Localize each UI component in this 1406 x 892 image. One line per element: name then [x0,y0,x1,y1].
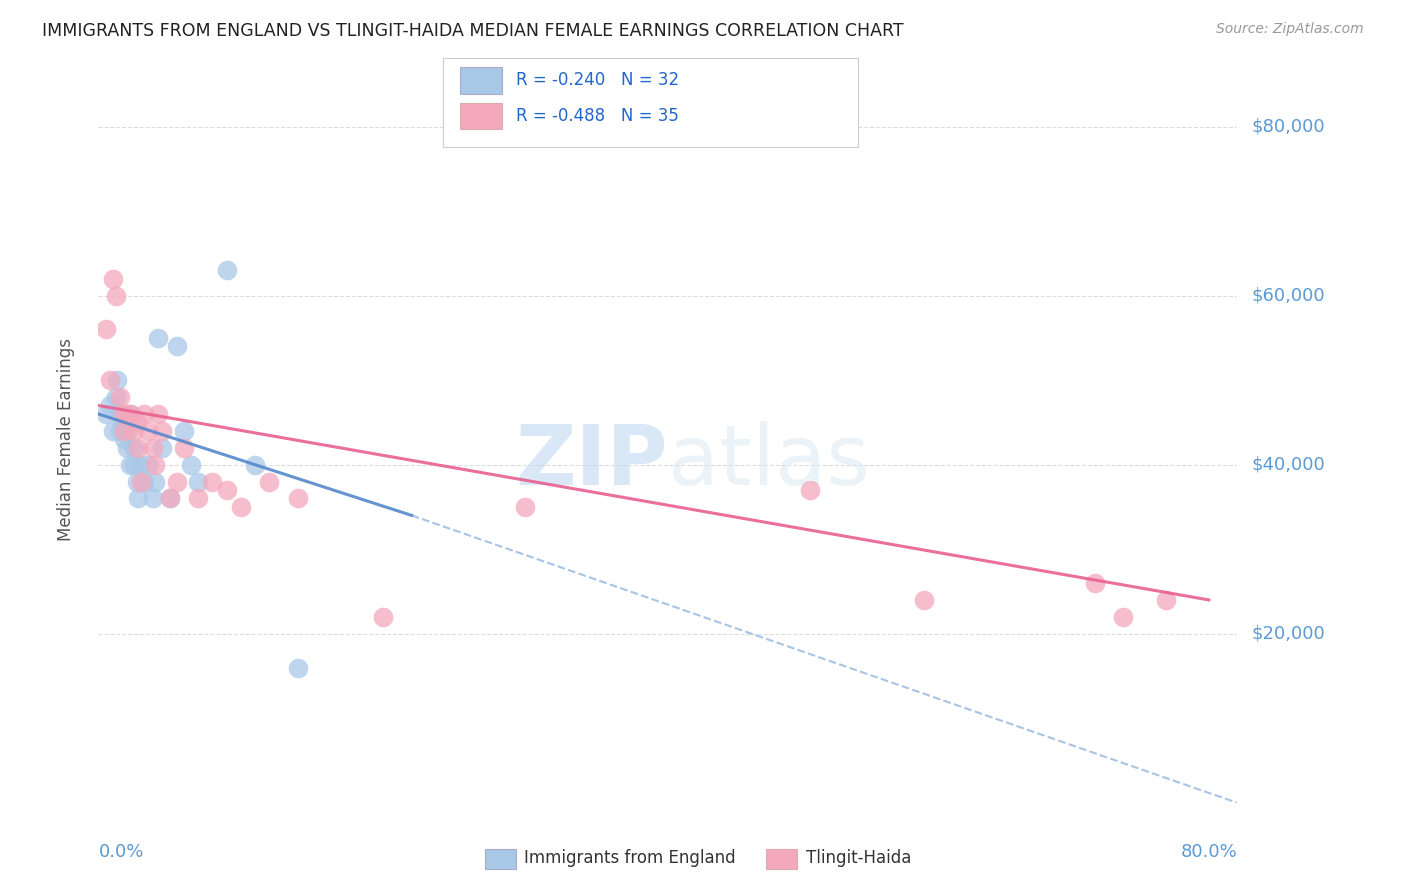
Text: Tlingit-Haida: Tlingit-Haida [806,849,911,867]
Point [108,424,131,438]
Point [215,263,238,277]
Point [118,407,141,421]
Point [115,407,138,421]
Point [111,416,134,430]
Point [132,475,155,489]
Point [287,491,309,506]
Point [101,424,124,438]
Text: Source: ZipAtlas.com: Source: ZipAtlas.com [1216,22,1364,37]
Point [125,475,148,489]
Text: Immigrants from England: Immigrants from England [524,849,737,867]
Text: $40,000: $40,000 [1251,456,1324,474]
Point [148,331,170,345]
Text: $20,000: $20,000 [1251,624,1324,643]
Text: $60,000: $60,000 [1251,286,1324,304]
Point [373,610,395,624]
Point [129,458,152,472]
Point [98,373,121,387]
Point [515,500,537,514]
Point [173,424,195,438]
Point [173,441,195,455]
Text: R = -0.488   N = 35: R = -0.488 N = 35 [516,107,679,125]
Point [94,407,117,421]
Point [122,424,145,438]
Point [166,339,188,353]
Point [129,475,152,489]
Point [215,483,238,497]
Point [166,475,188,489]
Point [1084,576,1107,591]
Point [145,475,167,489]
Text: 0.0%: 0.0% [98,843,143,861]
Point [152,424,174,438]
Point [108,407,131,421]
Point [127,441,149,455]
Text: atlas: atlas [668,421,869,501]
Point [104,288,127,302]
Text: ZIP: ZIP [516,421,668,501]
Point [101,271,124,285]
Text: IMMIGRANTS FROM ENGLAND VS TLINGIT-HAIDA MEDIAN FEMALE EARNINGS CORRELATION CHAR: IMMIGRANTS FROM ENGLAND VS TLINGIT-HAIDA… [42,22,904,40]
Point [122,441,145,455]
Point [98,399,121,413]
Point [141,491,163,506]
Point [125,416,148,430]
Point [187,491,209,506]
Point [127,491,149,506]
Point [159,491,181,506]
Point [112,424,135,438]
Point [136,458,159,472]
Point [111,407,134,421]
Point [94,322,117,336]
Point [1112,610,1135,624]
Y-axis label: Median Female Earnings: Median Female Earnings [56,338,75,541]
Point [159,491,181,506]
Point [152,441,174,455]
Point [136,424,159,438]
Text: R = -0.240   N = 32: R = -0.240 N = 32 [516,71,679,89]
Point [115,441,138,455]
Point [912,593,935,607]
Point [145,458,167,472]
Point [180,458,202,472]
Point [187,475,209,489]
Point [112,432,135,446]
Point [229,500,252,514]
Text: 80.0%: 80.0% [1181,843,1237,861]
Point [120,407,142,421]
Point [105,373,128,387]
Point [201,475,224,489]
Point [132,407,155,421]
Point [118,458,141,472]
Point [1154,593,1177,607]
Point [141,441,163,455]
Point [115,424,138,438]
Point [108,390,131,404]
Point [799,483,821,497]
Point [243,458,266,472]
Point [287,660,309,674]
Point [122,458,145,472]
Text: $80,000: $80,000 [1251,118,1324,136]
Point [148,407,170,421]
Point [104,390,127,404]
Point [259,475,281,489]
